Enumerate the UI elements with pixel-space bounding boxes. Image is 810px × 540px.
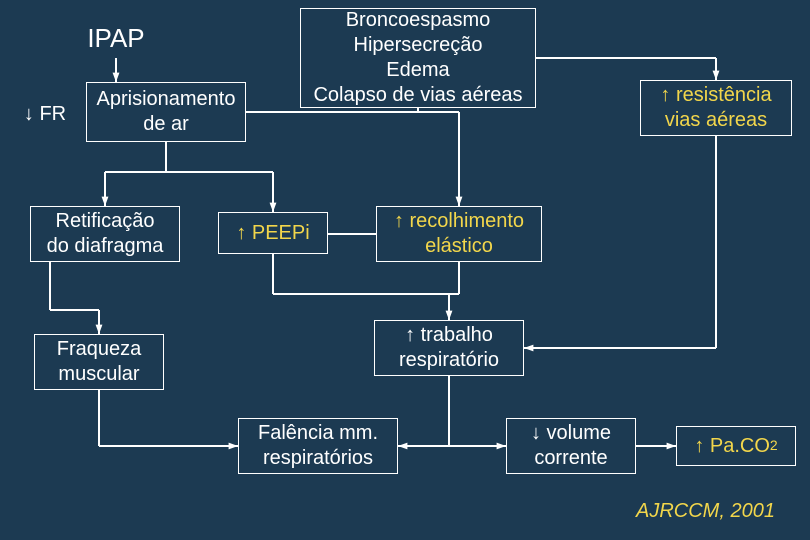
node-peepi: ↑ PEEPi — [218, 212, 328, 254]
node-bronco: Broncoespasmo Hipersecreção Edema Colaps… — [300, 8, 536, 108]
node-ipap: IPAP — [56, 18, 176, 58]
node-volume: ↓ volume corrente — [506, 418, 636, 474]
node-down_fr: ↓ FR — [10, 96, 80, 132]
node-trabalho: ↑ trabalho respiratório — [374, 320, 524, 376]
node-resist: ↑ resistência vias aéreas — [640, 80, 792, 136]
node-retif: Retificação do diafragma — [30, 206, 180, 262]
node-recolh: ↑ recolhimento elástico — [376, 206, 542, 262]
node-falencia: Falência mm. respiratórios — [238, 418, 398, 474]
node-paco2: ↑ Pa.CO2 — [676, 426, 796, 466]
node-fraqueza: Fraqueza muscular — [34, 334, 164, 390]
node-aprision: Aprisionamento de ar — [86, 82, 246, 142]
citation-text: AJRCCM, 2001 — [636, 500, 775, 523]
